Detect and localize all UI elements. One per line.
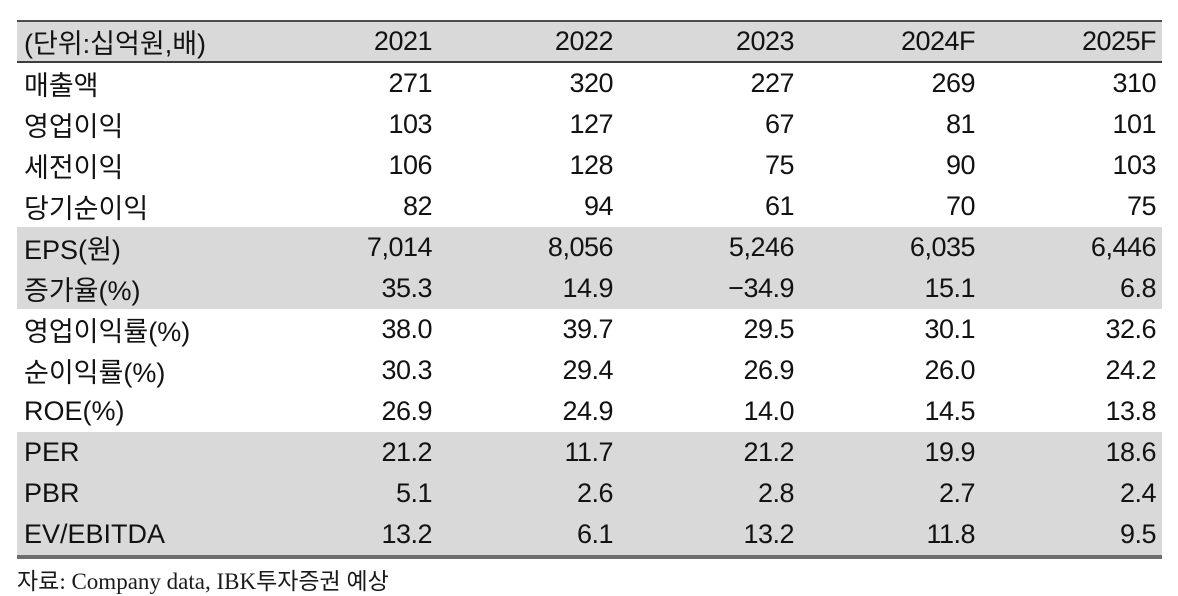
- cell-value: 38.0: [257, 309, 438, 350]
- cell-value: 6,446: [981, 227, 1162, 268]
- row-label: EPS(원): [17, 227, 257, 268]
- table-row: 영업이익 103 127 67 81 101: [17, 104, 1162, 145]
- cell-value: 81: [800, 104, 981, 145]
- cell-value: 61: [619, 186, 800, 227]
- table-row: 증가율(%) 35.3 14.9 −34.9 15.1 6.8: [17, 268, 1162, 309]
- row-label: 영업이익: [17, 104, 257, 145]
- table-row: PER 21.2 11.7 21.2 19.9 18.6: [17, 432, 1162, 473]
- cell-value: 35.3: [257, 268, 438, 309]
- table-row: 순이익률(%) 30.3 29.4 26.9 26.0 24.2: [17, 350, 1162, 391]
- column-header-2023: 2023: [619, 21, 800, 63]
- cell-value: 26.0: [800, 350, 981, 391]
- table-row: EV/EBITDA 13.2 6.1 13.2 11.8 9.5: [17, 514, 1162, 557]
- cell-value: −34.9: [619, 268, 800, 309]
- source-note: 자료: Company data, IBK투자증권 예상: [17, 569, 389, 594]
- cell-value: 269: [800, 62, 981, 104]
- financial-summary-table: (단위:십억원,배) 2021 2022 2023 2024F 2025F 매출…: [17, 20, 1162, 559]
- cell-value: 14.9: [438, 268, 619, 309]
- cell-value: 82: [257, 186, 438, 227]
- cell-value: 24.9: [438, 391, 619, 432]
- cell-value: 29.4: [438, 350, 619, 391]
- row-label: PBR: [17, 473, 257, 514]
- cell-value: 75: [981, 186, 1162, 227]
- cell-value: 106: [257, 145, 438, 186]
- cell-value: 320: [438, 62, 619, 104]
- cell-value: 271: [257, 62, 438, 104]
- cell-value: 13.2: [619, 514, 800, 557]
- row-label: 당기순이익: [17, 186, 257, 227]
- cell-value: 26.9: [619, 350, 800, 391]
- cell-value: 8,056: [438, 227, 619, 268]
- cell-value: 18.6: [981, 432, 1162, 473]
- table-row: 영업이익률(%) 38.0 39.7 29.5 30.1 32.6: [17, 309, 1162, 350]
- cell-value: 101: [981, 104, 1162, 145]
- cell-value: 13.2: [257, 514, 438, 557]
- cell-value: 5,246: [619, 227, 800, 268]
- cell-value: 21.2: [257, 432, 438, 473]
- cell-value: 30.3: [257, 350, 438, 391]
- financial-summary-table-wrap: (단위:십억원,배) 2021 2022 2023 2024F 2025F 매출…: [17, 20, 1162, 559]
- cell-value: 227: [619, 62, 800, 104]
- cell-value: 24.2: [981, 350, 1162, 391]
- cell-value: 2.6: [438, 473, 619, 514]
- column-header-2021: 2021: [257, 21, 438, 63]
- cell-value: 19.9: [800, 432, 981, 473]
- cell-value: 2.4: [981, 473, 1162, 514]
- cell-value: 7,014: [257, 227, 438, 268]
- cell-value: 128: [438, 145, 619, 186]
- row-label: 매출액: [17, 62, 257, 104]
- cell-value: 90: [800, 145, 981, 186]
- cell-value: 310: [981, 62, 1162, 104]
- cell-value: 94: [438, 186, 619, 227]
- row-label: 증가율(%): [17, 268, 257, 309]
- table-row: ROE(%) 26.9 24.9 14.0 14.5 13.8: [17, 391, 1162, 432]
- cell-value: 103: [257, 104, 438, 145]
- cell-value: 9.5: [981, 514, 1162, 557]
- row-label: 영업이익률(%): [17, 309, 257, 350]
- cell-value: 26.9: [257, 391, 438, 432]
- cell-value: 15.1: [800, 268, 981, 309]
- column-header-2024f: 2024F: [800, 21, 981, 63]
- table-row: PBR 5.1 2.6 2.8 2.7 2.4: [17, 473, 1162, 514]
- cell-value: 75: [619, 145, 800, 186]
- table-row: 매출액 271 320 227 269 310: [17, 62, 1162, 104]
- row-label: ROE(%): [17, 391, 257, 432]
- column-header-2022: 2022: [438, 21, 619, 63]
- cell-value: 14.0: [619, 391, 800, 432]
- cell-value: 6.1: [438, 514, 619, 557]
- row-label: PER: [17, 432, 257, 473]
- cell-value: 6.8: [981, 268, 1162, 309]
- table-row: EPS(원) 7,014 8,056 5,246 6,035 6,446: [17, 227, 1162, 268]
- header-row: (단위:십억원,배) 2021 2022 2023 2024F 2025F: [17, 21, 1162, 63]
- unit-label: (단위:십억원,배): [17, 21, 257, 63]
- cell-value: 29.5: [619, 309, 800, 350]
- cell-value: 13.8: [981, 391, 1162, 432]
- cell-value: 30.1: [800, 309, 981, 350]
- cell-value: 14.5: [800, 391, 981, 432]
- cell-value: 2.7: [800, 473, 981, 514]
- cell-value: 70: [800, 186, 981, 227]
- row-label: EV/EBITDA: [17, 514, 257, 557]
- row-label: 순이익률(%): [17, 350, 257, 391]
- cell-value: 67: [619, 104, 800, 145]
- cell-value: 39.7: [438, 309, 619, 350]
- cell-value: 2.8: [619, 473, 800, 514]
- table-row: 세전이익 106 128 75 90 103: [17, 145, 1162, 186]
- column-header-2025f: 2025F: [981, 21, 1162, 63]
- cell-value: 32.6: [981, 309, 1162, 350]
- cell-value: 11.7: [438, 432, 619, 473]
- cell-value: 21.2: [619, 432, 800, 473]
- cell-value: 103: [981, 145, 1162, 186]
- cell-value: 127: [438, 104, 619, 145]
- cell-value: 6,035: [800, 227, 981, 268]
- row-label: 세전이익: [17, 145, 257, 186]
- cell-value: 11.8: [800, 514, 981, 557]
- table-row: 당기순이익 82 94 61 70 75: [17, 186, 1162, 227]
- cell-value: 5.1: [257, 473, 438, 514]
